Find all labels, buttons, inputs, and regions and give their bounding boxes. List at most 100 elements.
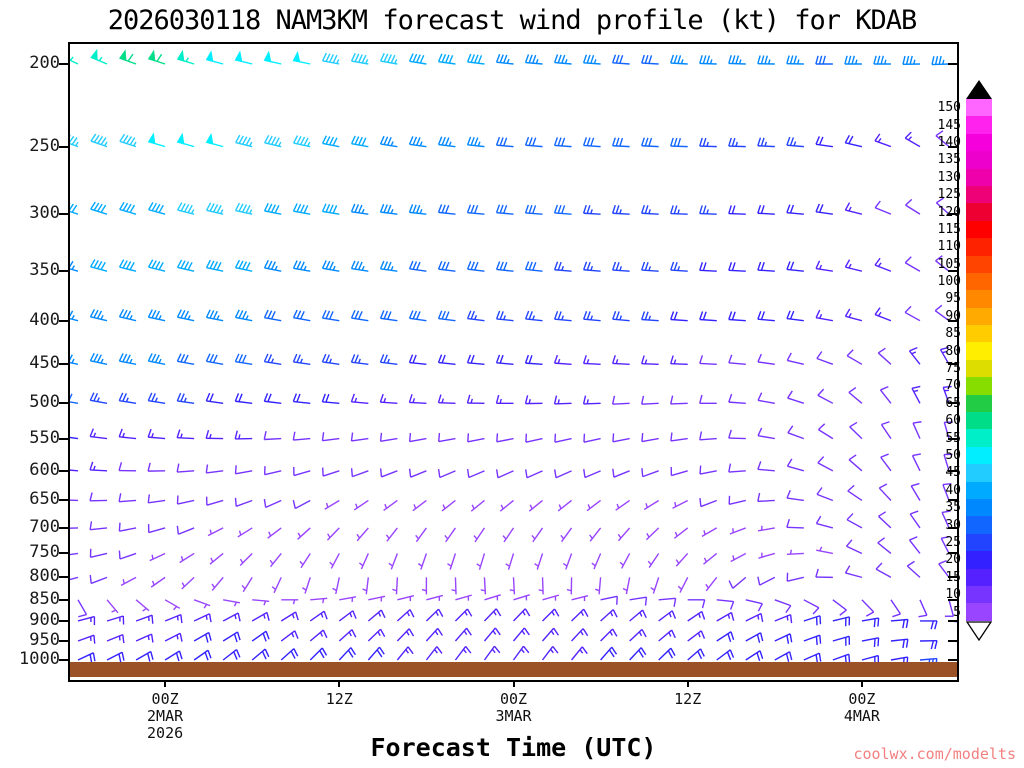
wind-barb [911,453,921,472]
legend-row: 35 [926,498,1024,517]
wind-barb [241,576,253,593]
wind-barb [205,259,224,272]
wind-barb [861,617,880,628]
legend-value: 100 [937,274,961,290]
wind-barb [554,469,572,479]
legend-row: 15 [926,568,1024,586]
legend-swatch [966,585,992,604]
wind-barb [774,613,793,624]
wind-barb [803,615,822,626]
wind-barb [861,599,875,617]
legend-value: 130 [937,169,961,185]
wind-barb [557,499,572,512]
wind-barb [368,595,386,602]
wind-barb [728,393,746,405]
wind-barb [534,553,544,570]
wind-barb [193,631,212,643]
legend-value: 90 [945,308,961,324]
wind-barb [845,539,863,555]
time-tick [860,680,863,687]
wind-barb [379,260,398,272]
wind-barb [815,309,833,322]
wind-barb [396,609,415,622]
wind-barb [728,576,747,589]
wind-barb [848,454,863,472]
wind-barb [356,527,369,542]
watermark-link[interactable]: coolwx.com/modelts [853,745,1016,763]
pressure-label: 850 [29,588,60,609]
wind-barb [483,608,502,622]
wind-barb [758,552,775,559]
legend-value: 40 [945,482,961,498]
time-label: 4MAR [843,707,880,725]
wind-barb [321,135,340,148]
pressure-tick-right [948,619,957,622]
wind-barb [687,599,706,609]
wind-barb [673,527,689,539]
pressure-label: 550 [29,427,60,448]
wind-barb [745,632,764,643]
wind-barb [786,136,804,148]
wind-barb [119,201,137,215]
pressure-tick-right [948,576,957,579]
wind-barb [70,354,79,365]
wind-barb [70,310,79,322]
wind-barb [934,304,950,322]
wind-barb [848,386,863,404]
legend-swatch [966,151,992,169]
pressure-tick [59,469,68,472]
wind-barb [542,627,560,642]
legend-row: 105 [926,255,1024,273]
legend-row: 45 [926,464,1024,482]
wind-barb [566,577,573,595]
wind-barb [496,433,514,443]
legend-row: 40 [926,481,1024,499]
wind-barb [251,630,270,642]
wind-barb [942,385,952,404]
wind-barb [815,568,833,579]
wind-barb [135,633,154,643]
legend-row: 125 [926,185,1024,204]
wind-barb [392,577,399,595]
wind-barb [643,499,660,511]
wind-barb [699,355,717,365]
pressure-label: 950 [29,630,60,650]
wind-barb [641,395,659,405]
pressure-label: 400 [29,309,60,330]
wind-barb [211,576,224,591]
wind-barb [89,309,108,322]
wind-barb [444,527,457,543]
wind-barb [415,527,427,543]
legend-swatch [966,429,992,447]
wind-barb [650,577,660,594]
wind-barb [205,353,224,365]
time-tick [512,680,515,687]
wind-barb [222,648,241,661]
wind-barb [222,631,241,643]
wind-barb [495,310,514,322]
legend-arrow-up-icon [966,80,992,99]
wind-barb [267,527,282,539]
wind-barb [512,627,530,642]
legend-value: 45 [945,465,961,481]
wind-barb [89,461,108,472]
wind-barb [905,198,921,215]
legend-row: 75 [926,359,1024,378]
legend-value: 25 [945,534,961,550]
wind-barb [118,550,137,560]
pressure-tick [59,499,68,502]
legend-row: 135 [926,151,1024,169]
legend-scale: 150 145 140 135 130 125 120 115 110 105 100 95 90 85 8… [926,99,1024,621]
wind-barb [367,646,385,661]
wind-barb [147,462,166,472]
wind-barb [263,431,282,441]
legend-value: 125 [937,187,961,203]
wind-barb [90,259,108,272]
wind-barb [774,599,792,613]
wind-barb [367,609,386,622]
wind-barb [904,131,921,148]
legend-swatch [966,446,992,465]
wind-barb [816,546,834,555]
wind-barb [321,203,340,215]
wind-barb [757,55,775,65]
